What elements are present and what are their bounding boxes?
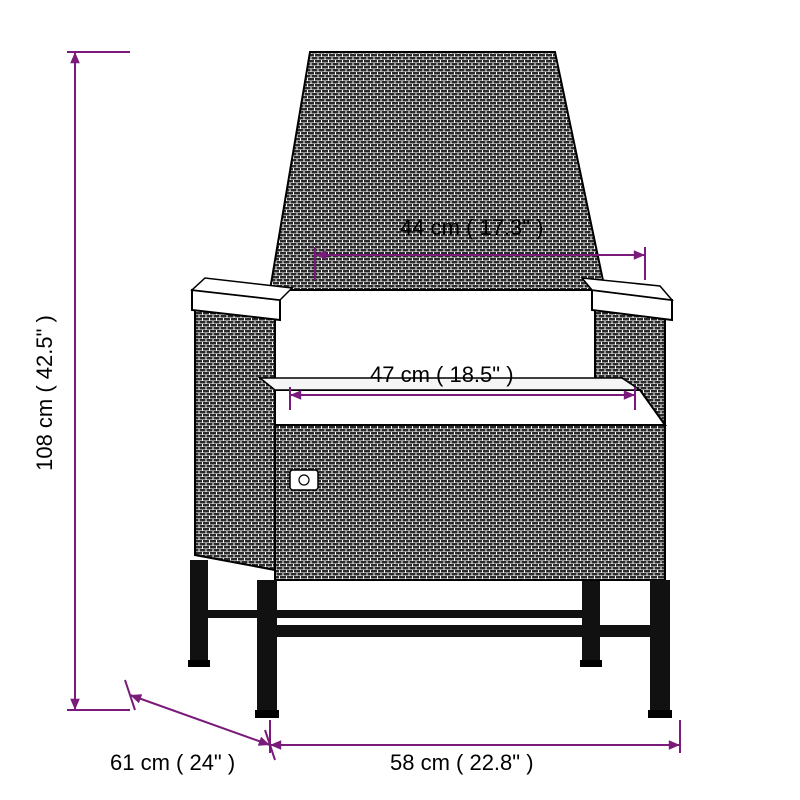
- back-width-label: 44 cm ( 17.3" ): [400, 215, 544, 241]
- depth-label: 61 cm ( 24" ): [110, 750, 235, 776]
- dimension-diagram: [0, 0, 800, 800]
- width-label: 58 cm ( 22.8" ): [390, 750, 534, 776]
- seat-depth-label: 47 cm ( 18.5" ): [370, 362, 514, 388]
- height-label: 108 cm ( 42.5" ): [32, 243, 58, 543]
